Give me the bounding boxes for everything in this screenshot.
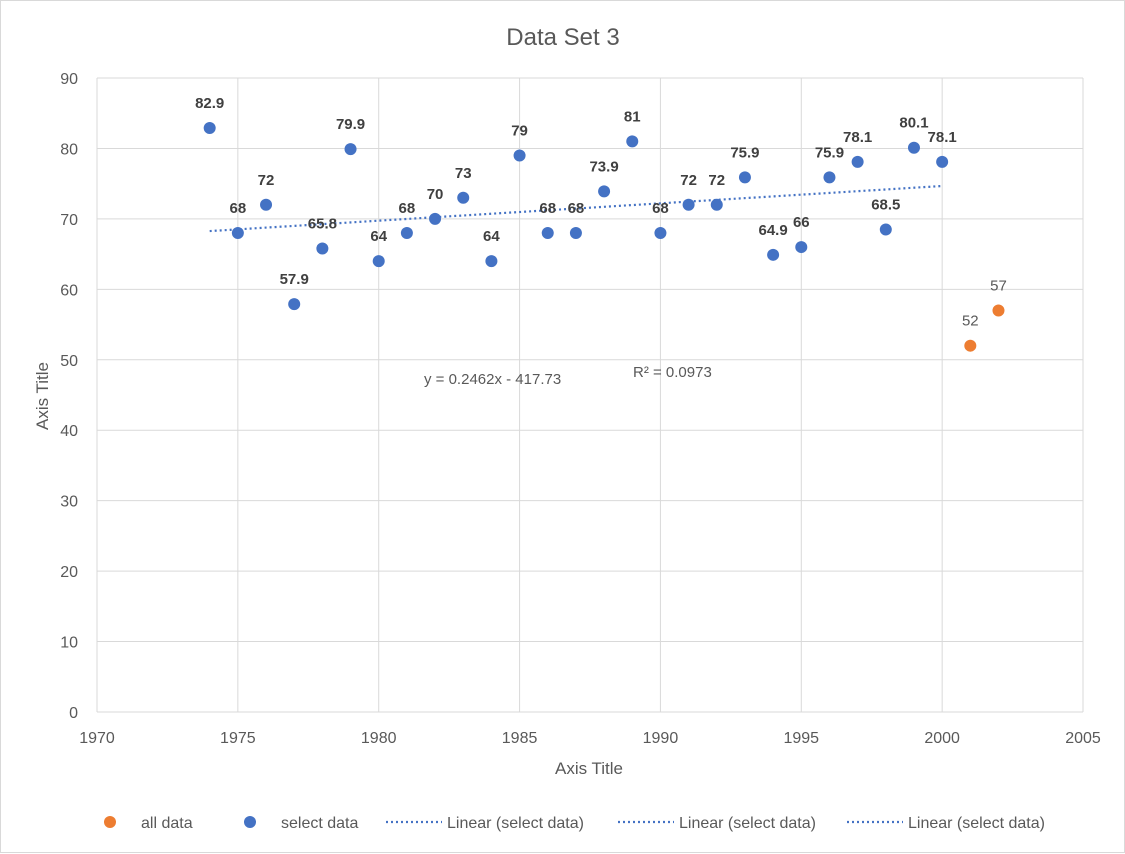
data-label: 52 [962, 313, 979, 330]
data-label: 75.9 [815, 144, 844, 161]
select-data-point [316, 242, 329, 255]
data-label: 72 [680, 172, 697, 189]
y-tick-label: 90 [60, 71, 78, 88]
x-tick-label: 2000 [924, 730, 960, 747]
select-data-point [400, 226, 413, 239]
select-data-point [738, 171, 751, 184]
data-labels: 52 57 82.9 68 72 57.9 65.8 79.9 64 68 70 73 64 79 68 68… [195, 95, 1007, 330]
chart-title: Data Set 3 [506, 24, 619, 51]
select-data-point [260, 198, 273, 211]
select-data-point [879, 223, 892, 236]
all-data-point [964, 339, 977, 352]
data-label: 68 [539, 200, 556, 217]
legend-marker [244, 816, 256, 828]
select-data-point [372, 255, 385, 268]
data-label: 75.9 [730, 144, 759, 161]
y-tick-label: 70 [60, 212, 78, 229]
select-data-point [485, 255, 498, 268]
y-tick-label: 50 [60, 353, 78, 370]
select-data-point [654, 226, 667, 239]
data-label: 68 [230, 200, 247, 217]
data-label: 73 [455, 165, 472, 182]
select-data-point [767, 248, 780, 261]
y-tick-label: 60 [60, 282, 78, 299]
x-axis-title: Axis Title [555, 759, 623, 778]
data-label: 73.9 [589, 158, 618, 175]
legend-label: Linear (select data) [908, 815, 1045, 832]
y-tick-label: 30 [60, 494, 78, 511]
data-label: 65.8 [308, 215, 337, 232]
select-data-point [795, 241, 808, 254]
select-data-point [936, 155, 949, 168]
data-label: 64 [483, 228, 500, 245]
all-data-point [992, 304, 1005, 317]
select-data-point [541, 226, 554, 239]
data-label: 68 [568, 200, 585, 217]
data-label: 66 [793, 214, 810, 231]
data-label: 81 [624, 108, 641, 125]
data-label: 82.9 [195, 95, 224, 112]
select-data-point [851, 155, 864, 168]
y-tick-label: 40 [60, 423, 78, 440]
select-data-point [203, 122, 216, 135]
tick-labels: 1970 1975 1980 1985 1990 1995 2000 2005 0 10 20 30 4… [60, 71, 1101, 747]
trendline [209, 184, 943, 233]
data-label: 57.9 [280, 271, 309, 288]
data-label: 79.9 [336, 116, 365, 133]
y-axis-title: Axis Title [33, 362, 52, 430]
legend: all data select data Linear (select data) L… [104, 815, 1045, 832]
data-label: 72 [708, 172, 725, 189]
select-data-point [626, 135, 639, 148]
select-data-point [598, 185, 611, 198]
data-label: 78.1 [843, 129, 872, 146]
x-tick-label: 2005 [1065, 730, 1101, 747]
x-tick-label: 1975 [220, 730, 256, 747]
y-tick-label: 0 [69, 705, 78, 722]
gridlines [96, 77, 1084, 713]
data-label: 57 [990, 277, 1007, 294]
select-data-point [682, 198, 695, 211]
select-data-point [823, 171, 836, 184]
x-tick-label: 1995 [783, 730, 819, 747]
x-tick-label: 1985 [502, 730, 538, 747]
select-data-point [569, 226, 582, 239]
select-data-point [710, 198, 723, 211]
select-data-point [513, 149, 526, 162]
x-tick-label: 1970 [79, 730, 115, 747]
y-tick-label: 10 [60, 635, 78, 652]
x-tick-label: 1990 [643, 730, 679, 747]
legend-label: Linear (select data) [679, 815, 816, 832]
legend-label: Linear (select data) [447, 815, 584, 832]
trendline-equation: y = 0.2462x - 417.73 [424, 371, 561, 388]
x-tick-label: 1980 [361, 730, 397, 747]
select-data-point [344, 143, 357, 156]
select-data-point [288, 298, 301, 311]
select-data-point [457, 191, 470, 204]
legend-label: all data [141, 815, 193, 832]
legend-marker [104, 816, 116, 828]
data-label: 64 [370, 228, 387, 245]
select-data-point [429, 212, 442, 225]
data-label: 79 [511, 122, 528, 139]
data-label: 70 [427, 186, 444, 203]
trendline-layer [209, 184, 943, 233]
data-points [203, 122, 1005, 352]
select-data-point [231, 226, 244, 239]
data-label: 68 [399, 200, 416, 217]
data-label: 68 [652, 200, 669, 217]
legend-label: select data [281, 815, 358, 832]
data-label: 64.9 [759, 222, 788, 239]
y-tick-label: 80 [60, 141, 78, 158]
trendline-r-squared: R² = 0.0973 [633, 364, 712, 381]
y-tick-label: 20 [60, 564, 78, 581]
data-label: 68.5 [871, 196, 900, 213]
data-label: 80.1 [899, 115, 928, 132]
select-data-point [907, 141, 920, 154]
data-label: 72 [258, 172, 275, 189]
data-label: 78.1 [928, 129, 957, 146]
